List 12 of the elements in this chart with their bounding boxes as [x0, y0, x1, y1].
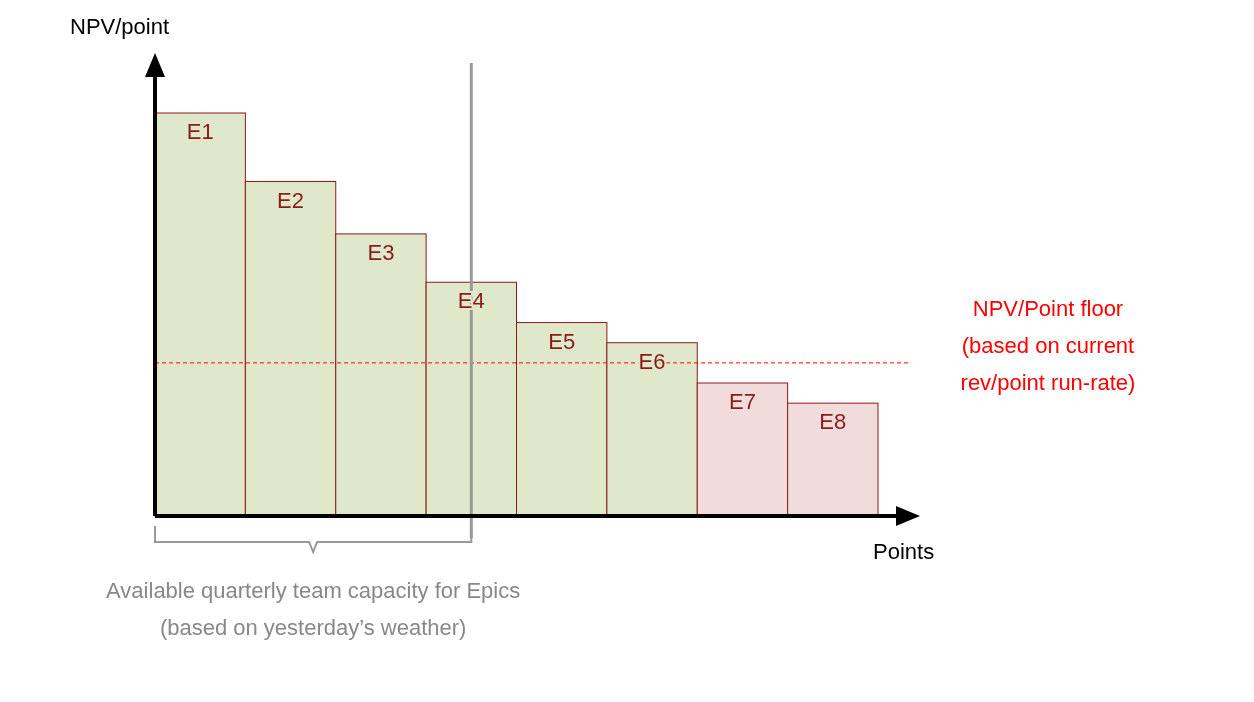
x-tick-label: E5	[548, 328, 576, 354]
x-tick-label: E2	[277, 187, 305, 213]
x-tick-label: E7	[728, 389, 756, 415]
x-tick-label: E4	[457, 288, 485, 314]
y-axis-title: NPV/point	[70, 14, 170, 39]
x-tick-label: E8	[819, 409, 847, 435]
x-tick-label: E6	[638, 348, 666, 374]
x-tick-label: E1	[186, 119, 214, 144]
text: Available quarterly team capacity for Epics (based on yesterday’s weather)	[106, 578, 521, 640]
x-tick-label: E3	[367, 239, 395, 265]
ref-line-label: NPV/Point floor (based on current rev/point run-rate)	[960, 296, 1136, 396]
x-axis-title: Points	[873, 539, 935, 564]
